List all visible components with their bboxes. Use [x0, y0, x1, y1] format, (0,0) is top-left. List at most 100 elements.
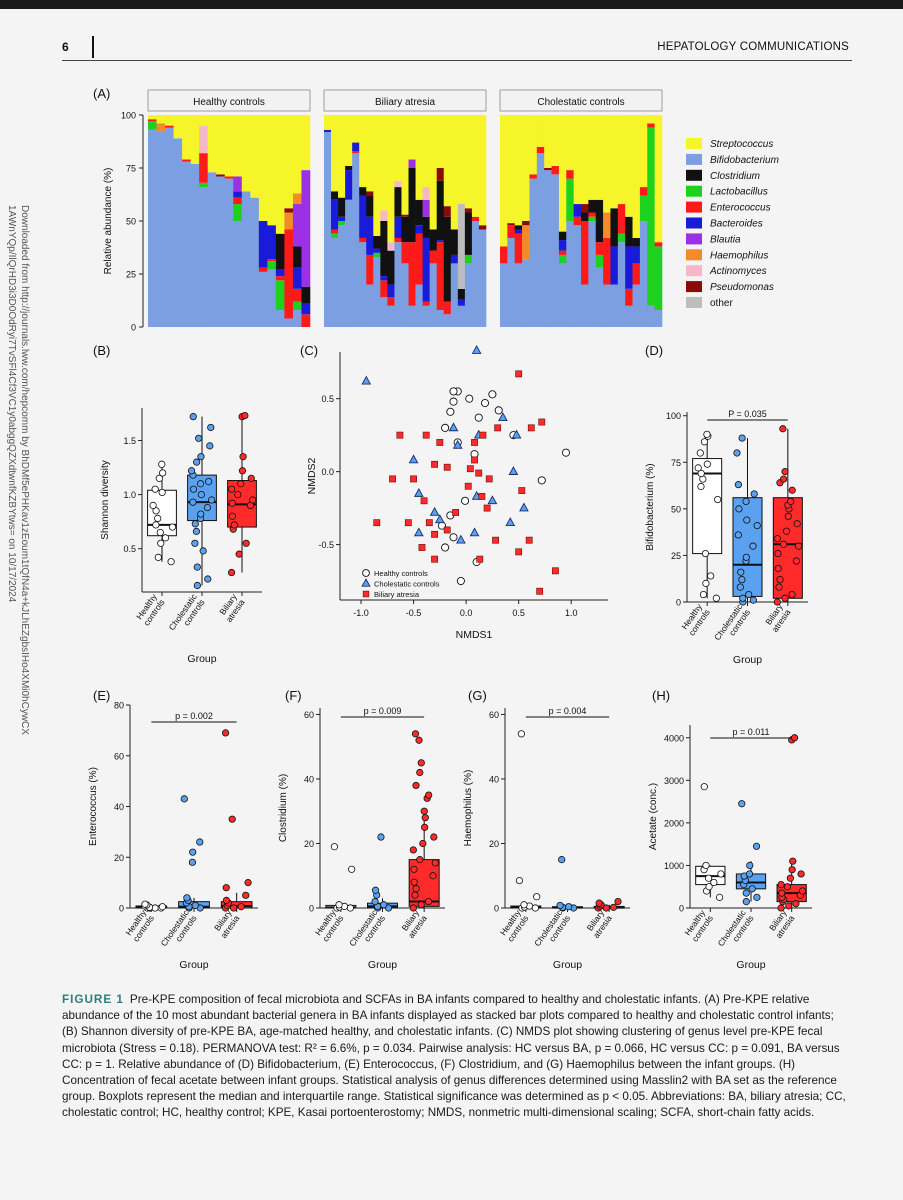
c-data-point [515, 548, 523, 556]
d-box [732, 497, 763, 597]
a-bar-segment [429, 115, 437, 230]
a-bar-segment [529, 174, 538, 179]
c-y-axis-label: NMDS2 [306, 457, 318, 494]
a-bar-segment [408, 168, 416, 243]
h-data-point [783, 883, 792, 891]
b-data-point [197, 510, 205, 518]
a-bar-segment [632, 115, 641, 238]
f-data-point [330, 843, 339, 851]
panel-label-e: (E) [93, 688, 110, 703]
a-bar-segment [401, 214, 409, 217]
g-data-point [558, 856, 566, 864]
a-legend-swatch [686, 249, 702, 261]
a-bar-segment [617, 242, 626, 327]
a-bar-segment [478, 229, 487, 327]
h-data-point [742, 889, 750, 897]
c-data-point [519, 502, 529, 512]
c-x-tick-label: -0.5 [406, 608, 422, 618]
c-data-point [505, 517, 516, 527]
a-bar-segment [625, 305, 633, 327]
d-data-point [707, 572, 715, 580]
a-bar-segment [401, 115, 409, 215]
g-data-point [614, 897, 622, 906]
a-bar-segment [415, 115, 423, 200]
a-bar-segment [588, 199, 597, 213]
f-x-axis-label: Group [368, 959, 397, 971]
d-data-point [773, 598, 781, 606]
c-data-point [475, 469, 483, 477]
c-data-point [413, 527, 424, 537]
f-y-axis-label: Clostridium (%) [278, 774, 289, 842]
a-bar-segment [422, 115, 430, 188]
g-y-tick-label: 0 [494, 904, 499, 914]
d-data-point [779, 425, 787, 433]
a-bar-segment [224, 115, 234, 177]
a-bar-segment [617, 204, 626, 234]
a-bar-segment [581, 115, 589, 205]
a-bar-segment [241, 115, 251, 192]
c-legend-label: Cholestatic controls [374, 580, 440, 589]
d-data-point [737, 568, 745, 576]
d-data-point [784, 512, 792, 520]
a-bar-segment [233, 221, 243, 327]
c-x-tick-label: 0.0 [460, 608, 473, 618]
d-data-point [774, 549, 782, 558]
a-bar-segment [464, 115, 473, 209]
a-bar-segment [338, 221, 346, 226]
a-bar-segment [292, 310, 302, 327]
h-data-point [710, 878, 718, 887]
e-y-tick-label: 80 [114, 701, 124, 711]
a-bar-segment [514, 233, 523, 264]
a-bar-segment [199, 125, 208, 154]
a-bar-segment [588, 216, 597, 221]
a-bar-segment [522, 221, 530, 226]
h-data-point [717, 870, 725, 878]
a-bar-segment [422, 237, 430, 302]
c-data-point [511, 429, 522, 439]
a-bar-segment [507, 237, 516, 327]
a-legend-swatch [686, 233, 702, 245]
a-bar-segment [380, 280, 388, 298]
a-bar-segment [566, 221, 574, 327]
a-bar-segment [373, 252, 381, 258]
a-bar-segment [588, 212, 597, 217]
c-data-point [436, 439, 444, 446]
a-bar-segment [366, 191, 374, 196]
c-data-point [446, 407, 455, 416]
e-data-point [228, 815, 236, 823]
panel-label-c: (C) [300, 343, 318, 358]
a-legend-label: Haemophilus [710, 250, 768, 261]
d-data-point [795, 542, 803, 550]
d-data-point [745, 590, 753, 599]
a-legend-label: Streptococcus [710, 139, 773, 150]
b-data-point [159, 469, 167, 477]
a-bar-segment [233, 204, 243, 221]
d-data-point [712, 594, 720, 602]
a-bar-segment [366, 195, 374, 217]
g-data-point [533, 893, 541, 901]
a-bar-segment [258, 271, 268, 327]
a-bar-segment [338, 225, 346, 327]
c-data-point [418, 544, 426, 551]
c-data-point [434, 514, 445, 524]
a-bar-segment [345, 199, 353, 327]
a-bar-segment [267, 225, 277, 260]
d-data-point [792, 557, 800, 565]
a-bar-segment [373, 257, 381, 327]
figure-caption: FIGURE 1 Pre-KPE composition of fecal mic… [62, 992, 852, 1122]
figure-1: (A) (B) (C) (D) (E) (F) (G) (H) 0 25 50 75 100 Relati… [88, 86, 812, 971]
a-bar-segment [199, 153, 208, 183]
a-bar-segment [352, 153, 360, 327]
a-bar-segment [366, 216, 374, 255]
a-bar-segment [241, 191, 251, 327]
h-data-point [715, 893, 724, 901]
c-legend-marker [361, 578, 371, 587]
d-data-point [697, 469, 705, 478]
a-y-axis-label: Relative abundance (%) [103, 168, 114, 275]
a-bar-segment [182, 115, 191, 160]
